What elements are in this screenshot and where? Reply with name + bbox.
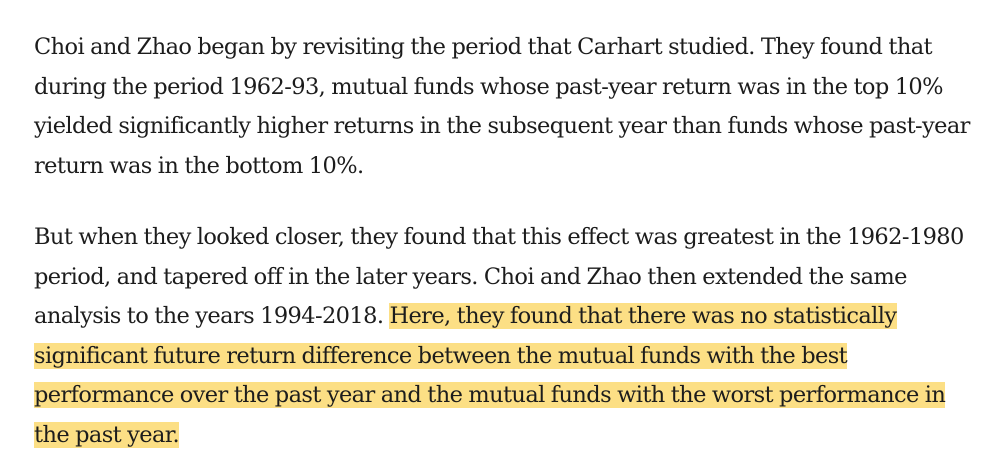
paragraph-2-line-2: period, and tapered off in the later yea… (34, 263, 907, 290)
paragraph-2-line-4: significant future return difference bet… (34, 337, 974, 377)
paragraph-2-line-3: analysis to the years 1994-2018. Here, t… (34, 297, 974, 337)
highlighted-text: Here, they found that there was no stati… (389, 303, 897, 329)
paragraph-2: But when they looked closer, they found … (34, 218, 974, 455)
paragraph-1-line-1: Choi and Zhao began by revisiting the pe… (34, 34, 933, 60)
article-body: Choi and Zhao began by revisiting the pe… (34, 28, 974, 455)
paragraph-1: Choi and Zhao began by revisiting the pe… (34, 28, 974, 186)
paragraph-1-line-4: return was in the bottom 10%. (34, 152, 364, 179)
paragraph-1-line-2: during the period 1962-93, mutual funds … (34, 73, 944, 100)
paragraph-2-plain-text: analysis to the years 1994-2018. (34, 303, 390, 329)
paragraph-2-line-1: But when they looked closer, they found … (34, 224, 964, 250)
paragraph-spacer (34, 186, 974, 218)
highlighted-text: performance over the past year and the m… (34, 382, 946, 408)
highlighted-text: the past year. (34, 421, 180, 448)
highlighted-text: significant future return difference bet… (34, 342, 848, 369)
paragraph-2-line-5: performance over the past year and the m… (34, 376, 974, 416)
paragraph-1-line-3: yielded significantly higher returns in … (34, 113, 970, 139)
paragraph-2-line-6: the past year. (34, 416, 974, 456)
